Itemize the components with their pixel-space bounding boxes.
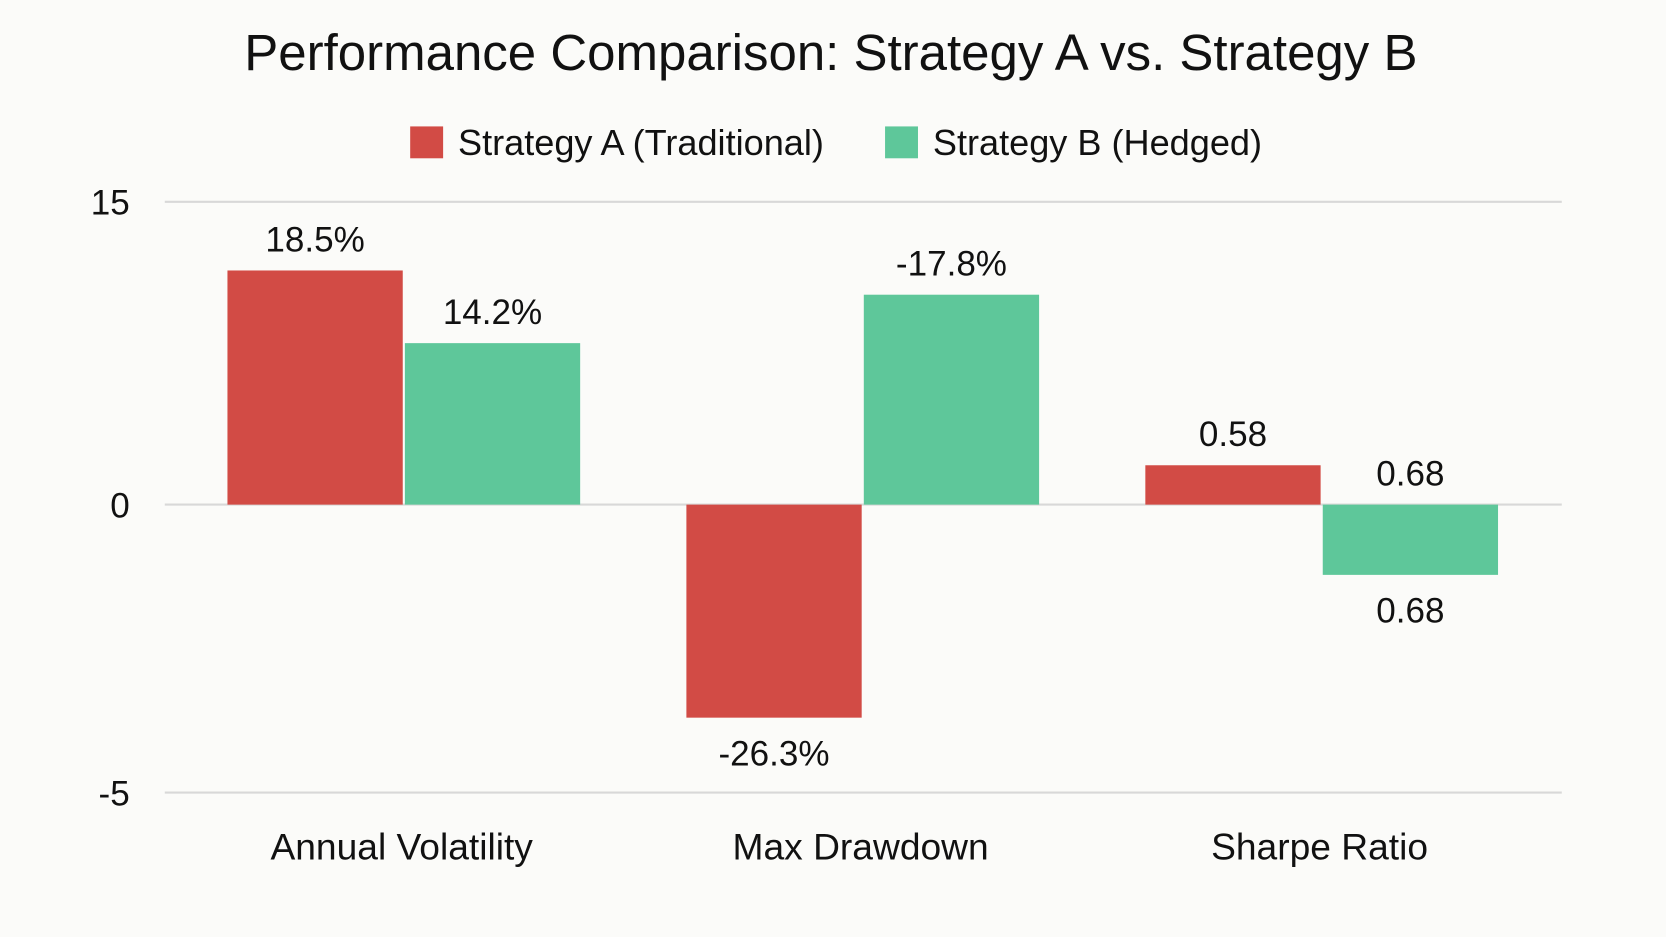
data-label: 0.68 xyxy=(1376,454,1444,493)
y-tick-label: 15 xyxy=(91,184,130,223)
bar xyxy=(227,270,403,505)
x-tick-label: Annual Volatility xyxy=(270,825,533,867)
data-label: 18.5% xyxy=(265,220,364,259)
bar xyxy=(404,343,581,505)
data-label: 14.2% xyxy=(443,293,542,332)
bar xyxy=(863,294,1040,505)
y-tick-label: -5 xyxy=(99,774,130,813)
legend-swatch xyxy=(885,126,918,159)
data-label: 0.68 xyxy=(1376,592,1444,631)
chart-title: Performance Comparison: Strategy A vs. S… xyxy=(244,24,1417,81)
bar xyxy=(1322,504,1499,575)
data-label: 0.58 xyxy=(1199,415,1267,454)
x-tick-label: Sharpe Ratio xyxy=(1211,825,1428,867)
bar xyxy=(1145,465,1321,505)
legend: Strategy A (Traditional) Strategy B (Hedg… xyxy=(410,122,1262,163)
data-label: -17.8% xyxy=(896,245,1007,284)
y-tick-label: 0 xyxy=(110,486,130,525)
bars: 18.5% 14.2% -26.3% -17.8% 0.58 0.68 0.68 xyxy=(227,220,1499,773)
x-tick-label: Max Drawdown xyxy=(733,825,989,867)
legend-label: Strategy B (Hedged) xyxy=(933,122,1262,163)
bar xyxy=(686,504,862,718)
legend-swatch xyxy=(410,126,444,159)
x-axis-labels: Annual Volatility Max Drawdown Sharpe Rati… xyxy=(270,825,1428,867)
legend-label: Strategy A (Traditional) xyxy=(458,122,824,163)
data-label: -26.3% xyxy=(719,734,830,773)
